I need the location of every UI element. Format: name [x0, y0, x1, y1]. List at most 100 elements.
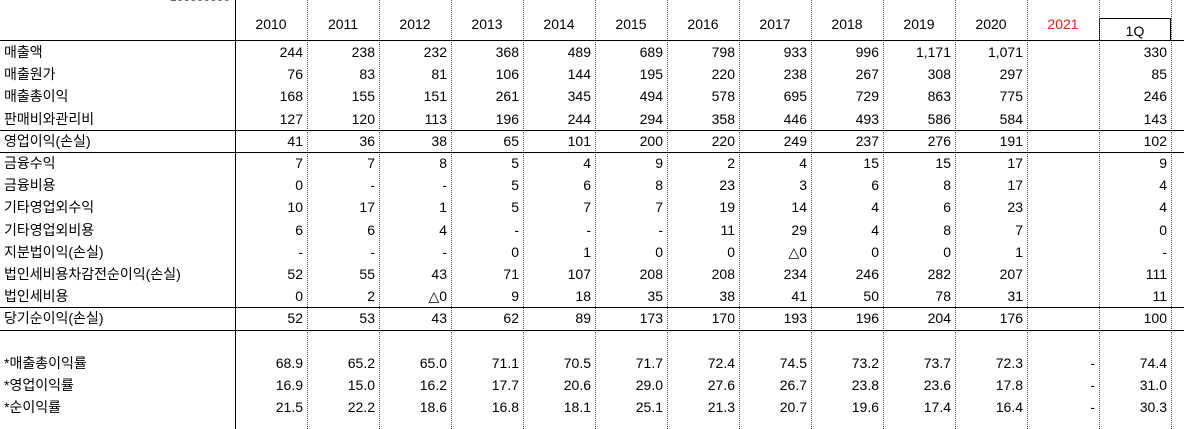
cell: 15: [863, 155, 879, 171]
cell: 368: [495, 44, 519, 60]
cell: 81: [431, 66, 447, 83]
cell: 17: [359, 199, 375, 216]
cell: 155: [351, 88, 375, 105]
cell: 111: [1145, 266, 1167, 282]
cell: 220: [711, 132, 735, 149]
cell: 31: [1007, 288, 1023, 305]
cell: 29: [791, 221, 807, 238]
cell: 29.0: [635, 377, 663, 393]
cell: 8: [943, 177, 951, 194]
cell: 41: [287, 132, 303, 149]
cell: 4: [871, 221, 879, 238]
cell: 6: [871, 177, 879, 194]
row-label: 판매비와관리비: [4, 110, 95, 127]
cell: 261: [495, 88, 519, 105]
cell: 4: [871, 199, 879, 216]
column-separator: [811, 0, 812, 429]
cell: 26.7: [779, 377, 807, 393]
column-separator: [955, 0, 956, 429]
cell: 4: [1159, 199, 1167, 216]
cell: 238: [351, 44, 375, 60]
row-label: *순이익률: [4, 399, 61, 416]
year-header: 2017: [759, 16, 791, 32]
cell: 191: [999, 132, 1023, 149]
cell: 23: [1007, 199, 1023, 216]
cell: 50: [863, 288, 879, 305]
cell: 127: [279, 110, 303, 127]
cell: 23.6: [923, 377, 951, 393]
cell: 232: [423, 44, 447, 60]
cell: 195: [639, 66, 663, 83]
year-header: 2012: [399, 16, 431, 32]
year-header: 2013: [471, 16, 503, 32]
cell: 586: [927, 110, 951, 127]
cell: 17.7: [491, 377, 519, 393]
cell: 43: [431, 266, 447, 282]
row-label: 금융비용: [4, 177, 56, 194]
cell: 35: [647, 288, 663, 305]
cell: 52: [287, 310, 303, 327]
row-label: 당기순이익(손실): [4, 310, 104, 327]
cell: 996: [855, 44, 879, 60]
cell: 17.4: [923, 399, 951, 416]
cell: 21.3: [707, 399, 735, 416]
year-header: 2010: [255, 16, 287, 32]
cell: 3: [799, 177, 807, 194]
cell: 168: [279, 88, 303, 105]
cell: 9: [655, 155, 663, 171]
cell: 18: [575, 288, 591, 305]
cell: 55: [359, 266, 375, 282]
cell: -: [1090, 399, 1095, 416]
cell: 7: [655, 199, 663, 216]
cell: 246: [1143, 88, 1167, 105]
cell: 0: [655, 243, 663, 260]
row-label: 기타영업외비용: [4, 221, 95, 238]
cell: 1,171: [915, 44, 951, 60]
row-label: 기타영업외수익: [4, 199, 95, 216]
cell: 15.0: [347, 377, 375, 393]
cell: 2: [367, 288, 375, 305]
cell: 0: [727, 243, 735, 260]
cell: 358: [711, 110, 735, 127]
row-label: 지분법이익(손실): [4, 243, 104, 260]
row-label: 매출총이익: [4, 88, 69, 105]
cell: 76: [287, 66, 303, 83]
cell: 308: [927, 66, 951, 83]
cell: -: [442, 243, 447, 260]
cell: 6: [367, 221, 375, 238]
cell: 446: [783, 110, 807, 127]
cell: 196: [855, 310, 879, 327]
row-label: 영업이익(손실): [4, 132, 91, 149]
cell: 74.4: [1139, 354, 1167, 371]
row-label: 법인세비용: [4, 288, 69, 305]
cell: 0: [295, 288, 303, 305]
cell: -: [442, 177, 447, 194]
cell: 71: [503, 266, 519, 282]
cell: -: [1162, 243, 1167, 260]
cell: 25.1: [635, 399, 663, 416]
cell: 176: [999, 310, 1023, 327]
year-header: 2014: [543, 16, 575, 32]
column-separator: [883, 0, 884, 429]
q1-header: 1Q: [1125, 23, 1145, 39]
cell: 30.3: [1139, 399, 1167, 416]
cell: 4: [583, 155, 591, 171]
row-label: 매출액: [4, 44, 43, 60]
cell: 1: [439, 199, 447, 216]
column-separator: [595, 0, 596, 429]
cell: 143: [1143, 110, 1167, 127]
cell: 73.2: [851, 354, 879, 371]
cell: 775: [999, 88, 1023, 105]
cell: 31.0: [1139, 377, 1167, 393]
cell: 83: [359, 66, 375, 83]
cell: 62: [503, 310, 519, 327]
year-header: 2021: [1047, 16, 1079, 32]
cell: 68.9: [275, 354, 303, 371]
row-label: 법인세비용차감전순이익(손실): [4, 266, 181, 282]
cell: 0: [871, 243, 879, 260]
cell: 7: [583, 199, 591, 216]
cell: 65.0: [419, 354, 447, 371]
cell: 21.5: [275, 399, 303, 416]
cell: 120: [351, 110, 375, 127]
cell: 246: [855, 266, 879, 282]
